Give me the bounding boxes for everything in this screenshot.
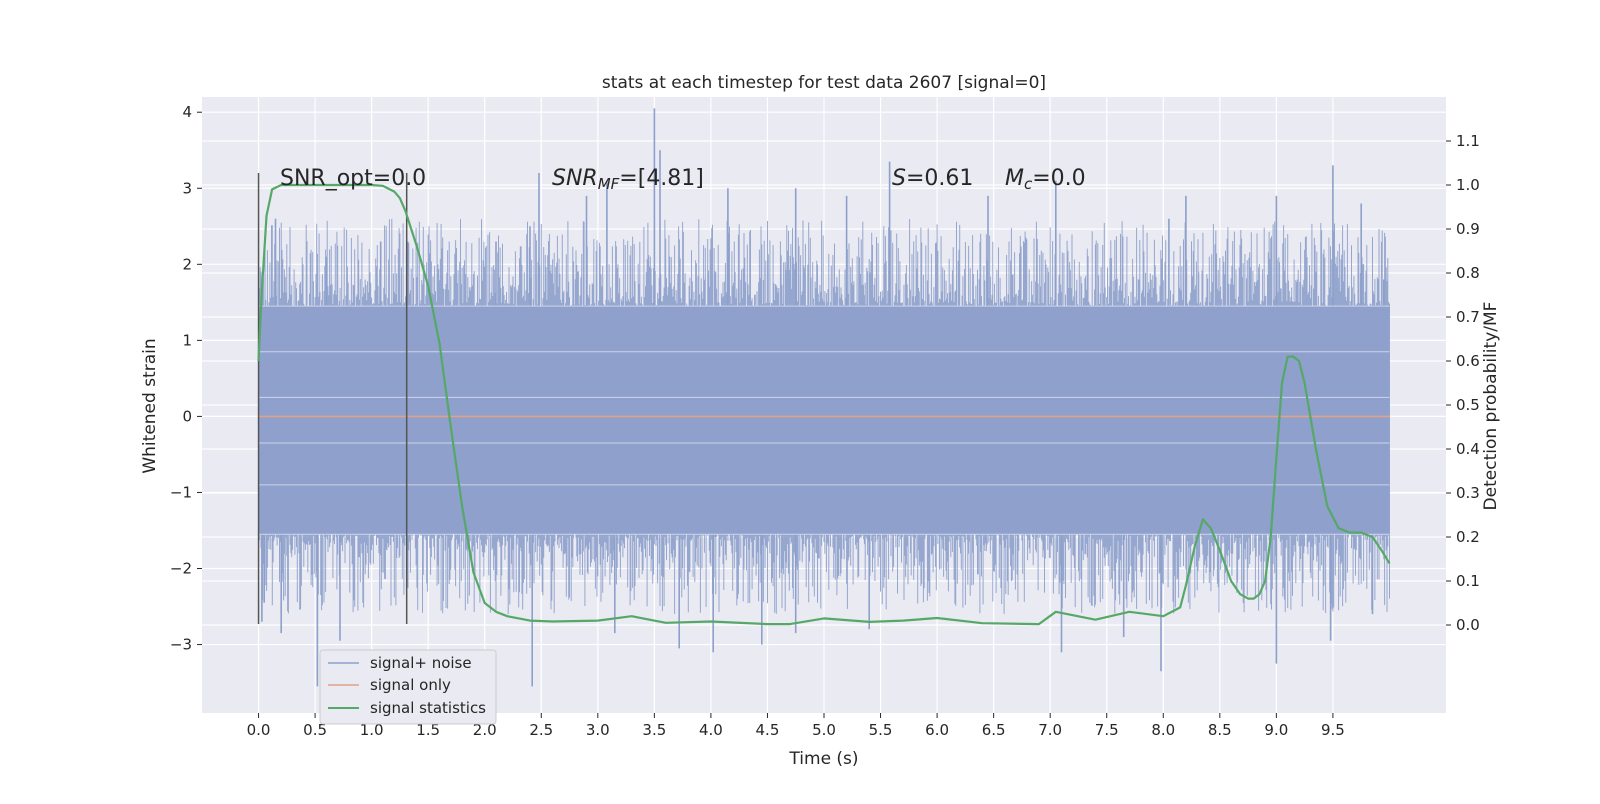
snr-mf-value: =[4.81] (619, 166, 704, 191)
x-axis-label: Time (s) (788, 749, 858, 769)
right-y-tick-label: 0.3 (1456, 484, 1480, 502)
right-y-tick-label: 0.1 (1456, 572, 1480, 590)
snr-mf-main: SNR (552, 166, 598, 191)
chart-title: stats at each timestep for test data 260… (602, 73, 1046, 93)
right-y-tick-label: 0.0 (1456, 616, 1480, 634)
legend-label-signal-only: signal only (370, 676, 451, 694)
left-y-tick-label: −3 (170, 636, 192, 654)
s-value: =0.61 (906, 166, 973, 191)
left-y-tick-label: 3 (182, 179, 192, 197)
right-y-tick-label: 0.5 (1456, 396, 1480, 414)
x-tick-label: 4.5 (756, 721, 780, 739)
mc-subscript: c (1024, 175, 1033, 193)
mc-main: M (1005, 166, 1024, 191)
x-tick-label: 5.0 (812, 721, 836, 739)
left-y-tick-label: −1 (170, 483, 192, 501)
left-y-axis-label: Whitened strain (140, 338, 160, 473)
snr-mf-subscript: MF (598, 175, 620, 193)
right-y-tick-label: 1.0 (1456, 176, 1480, 194)
s-main: S (892, 166, 906, 191)
x-tick-label: 7.5 (1095, 721, 1119, 739)
x-tick-label: 6.0 (925, 721, 949, 739)
left-y-tick-label: 0 (182, 407, 192, 425)
x-tick-label: 8.5 (1208, 721, 1232, 739)
mc-value: =0.0 (1032, 166, 1085, 191)
right-y-tick-label: 0.2 (1456, 528, 1480, 546)
right-y-axis-label: Detection probability/MF (1481, 302, 1501, 511)
left-y-tick-label: 4 (182, 103, 192, 121)
mc-annotation: Mc=0.0 (1005, 166, 1086, 193)
x-tick-label: 4.0 (699, 721, 723, 739)
x-tick-label: 6.5 (982, 721, 1006, 739)
x-tick-label: 9.0 (1264, 721, 1288, 739)
x-tick-label: 5.5 (869, 721, 893, 739)
snr-opt-annotation: SNR_opt=0.0 (280, 166, 426, 191)
legend-label-signal-noise: signal+ noise (370, 654, 472, 672)
right-y-tick-label: 0.6 (1456, 352, 1480, 370)
x-tick-label: 1.0 (360, 721, 384, 739)
x-tick-label: 0.5 (303, 721, 327, 739)
right-y-tick-labels: 0.0 0.1 0.2 0.3 0.4 0.5 0.6 0.7 0.8 0.9 1.0 1.1 (1446, 132, 1480, 634)
left-y-tick-labels: −3 −2 −1 0 1 2 3 4 (170, 103, 202, 654)
x-tick-label: 2.5 (529, 721, 553, 739)
right-y-tick-label: 0.4 (1456, 440, 1480, 458)
x-tick-label: 3.5 (642, 721, 666, 739)
signal-statistics-line (257, 183, 1391, 626)
legend-box (319, 649, 497, 725)
right-y-tick-label: 0.9 (1456, 220, 1480, 238)
right-y-tick-label: 0.7 (1456, 308, 1480, 326)
x-tick-label: 1.5 (416, 721, 440, 739)
right-y-tick-label: 0.8 (1456, 264, 1480, 282)
x-tick-label: 7.0 (1038, 721, 1062, 739)
signal-statistics-series (257, 183, 1391, 626)
snr-mf-annotation: SNRMF=[4.81] (552, 166, 704, 193)
x-tick-label: 8.0 (1151, 721, 1175, 739)
legend-label-signal-statistics: signal statistics (370, 699, 486, 717)
s-annotation: S=0.61 (892, 166, 973, 191)
x-tick-label: 3.0 (586, 721, 610, 739)
left-y-tick-label: −2 (170, 560, 192, 578)
x-tick-label: 0.0 (247, 721, 271, 739)
x-tick-label: 9.5 (1321, 721, 1345, 739)
left-y-tick-label: 2 (182, 255, 192, 273)
vertical-markers (257, 173, 408, 625)
legend: signal+ noise signal only signal statist… (319, 649, 497, 725)
right-y-tick-label: 1.1 (1456, 132, 1480, 150)
x-tick-labels: 0.0 0.5 1.0 1.5 2.0 2.5 3.0 3.5 4.0 4.5 5.0 5.5 6.0 6… (247, 713, 1345, 739)
x-tick-label: 2.0 (473, 721, 497, 739)
left-y-tick-label: 1 (182, 331, 192, 349)
signal-noise-series (258, 108, 1390, 687)
